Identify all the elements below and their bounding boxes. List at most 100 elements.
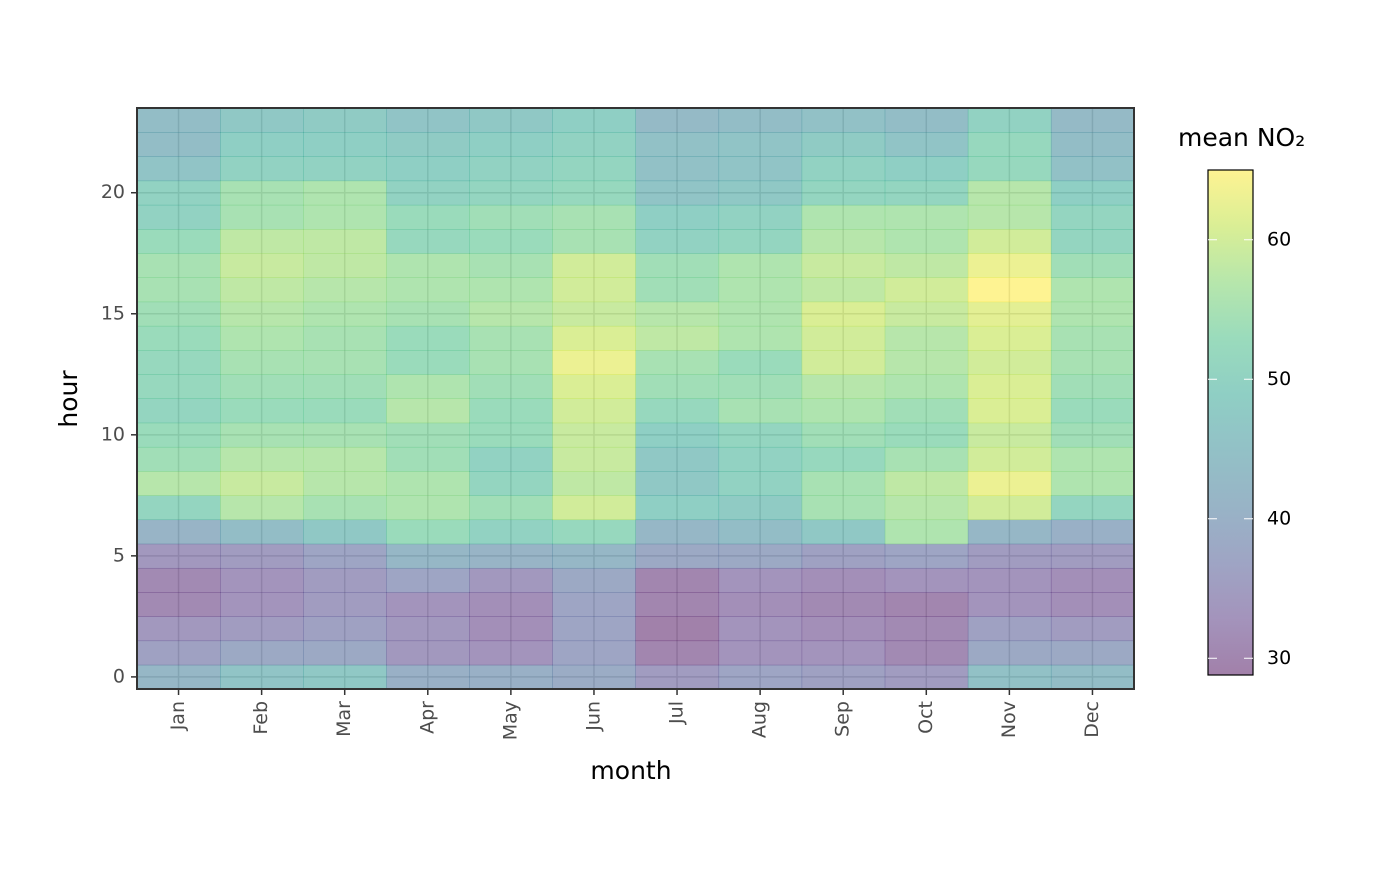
heat-cell bbox=[303, 229, 387, 254]
heat-cell bbox=[718, 108, 803, 133]
heat-cell bbox=[718, 350, 803, 375]
heat-cell bbox=[386, 277, 470, 303]
heat-cell bbox=[303, 156, 387, 182]
heat-cell bbox=[386, 446, 470, 472]
heat-cell bbox=[137, 204, 221, 230]
heat-cell bbox=[718, 422, 803, 448]
heat-cell bbox=[469, 422, 553, 448]
heat-cell bbox=[386, 519, 470, 545]
heat-cell bbox=[635, 204, 720, 230]
heat-cell bbox=[552, 422, 636, 448]
heat-cell bbox=[303, 592, 387, 617]
heat-cell bbox=[801, 229, 886, 254]
heat-cell bbox=[303, 277, 387, 303]
heat-cell bbox=[303, 398, 387, 424]
heat-cell bbox=[718, 567, 803, 593]
heat-cell bbox=[220, 543, 304, 569]
heat-cell bbox=[386, 616, 470, 642]
x-tick-label: Mar bbox=[333, 701, 355, 737]
heat-cell bbox=[303, 132, 387, 157]
x-tick-label: Jul bbox=[666, 701, 688, 725]
heat-cell bbox=[303, 374, 387, 399]
heat-cell bbox=[967, 543, 1052, 569]
heat-cell bbox=[137, 471, 221, 496]
heat-cell bbox=[552, 301, 636, 327]
heat-cell bbox=[469, 350, 553, 375]
heat-cell bbox=[635, 229, 720, 254]
heat-cell bbox=[469, 543, 553, 569]
heat-cell bbox=[884, 301, 969, 327]
heat-cell bbox=[967, 567, 1052, 593]
heat-cell bbox=[303, 495, 387, 521]
heat-cell bbox=[884, 398, 969, 424]
heat-cell bbox=[220, 132, 304, 157]
x-tick-label: Dec bbox=[1081, 701, 1103, 738]
heat-cell bbox=[718, 156, 803, 182]
x-tick-label: Jun bbox=[582, 701, 604, 732]
heat-cell bbox=[718, 616, 803, 642]
heat-cell bbox=[469, 398, 553, 424]
heat-cell bbox=[884, 374, 969, 399]
heat-cell bbox=[386, 253, 470, 278]
heat-cell bbox=[884, 108, 969, 133]
heat-cell bbox=[220, 180, 304, 206]
heat-cell bbox=[386, 664, 470, 690]
heat-cell bbox=[884, 640, 969, 666]
heat-cell bbox=[469, 664, 553, 690]
heat-cell bbox=[1050, 519, 1135, 545]
heat-cell bbox=[1050, 374, 1135, 399]
x-tick-label: Oct bbox=[915, 701, 937, 734]
heat-cell bbox=[801, 374, 886, 399]
heat-cell bbox=[635, 471, 720, 496]
heat-cell bbox=[718, 204, 803, 230]
heat-cell bbox=[884, 495, 969, 521]
heat-cell bbox=[552, 108, 636, 133]
heat-cell bbox=[137, 325, 221, 351]
heat-cell bbox=[303, 446, 387, 472]
heat-cell bbox=[552, 616, 636, 642]
heat-cell bbox=[137, 180, 221, 206]
heat-cell bbox=[386, 640, 470, 666]
heat-cell bbox=[303, 253, 387, 278]
heat-cell bbox=[884, 229, 969, 254]
heat-cell bbox=[552, 640, 636, 666]
heat-cell bbox=[1050, 567, 1135, 593]
heat-cell bbox=[801, 567, 886, 593]
heat-cell bbox=[552, 495, 636, 521]
heat-cell bbox=[884, 592, 969, 617]
heat-cell bbox=[552, 471, 636, 496]
heat-cell bbox=[718, 640, 803, 666]
heat-cell bbox=[967, 592, 1052, 617]
heat-cell bbox=[220, 422, 304, 448]
heat-cell bbox=[884, 422, 969, 448]
heat-cell bbox=[386, 180, 470, 206]
heat-cell bbox=[137, 374, 221, 399]
heat-cell bbox=[220, 229, 304, 254]
heat-cell bbox=[967, 446, 1052, 472]
heat-cell bbox=[303, 301, 387, 327]
axes: 0 5 10 15 20 Jan Feb Mar Apr May Jun Jul Aug Sep Oct No… bbox=[101, 107, 1135, 740]
heat-cell bbox=[801, 519, 886, 545]
heat-cell bbox=[1050, 229, 1135, 254]
heat-cell bbox=[967, 156, 1052, 182]
heat-cell bbox=[801, 108, 886, 133]
heat-cell bbox=[386, 156, 470, 182]
panel-border bbox=[136, 107, 1135, 690]
colorbar-title: mean NO₂ bbox=[1178, 123, 1305, 152]
heat-cell bbox=[220, 664, 304, 690]
heat-cell bbox=[303, 325, 387, 351]
heat-cell bbox=[801, 301, 886, 327]
heat-cell bbox=[1050, 640, 1135, 666]
y-tick-label: 10 bbox=[101, 423, 125, 445]
heat-cell bbox=[220, 495, 304, 521]
heat-cell bbox=[137, 398, 221, 424]
heat-cell bbox=[635, 543, 720, 569]
heat-cell bbox=[303, 616, 387, 642]
heat-cell bbox=[220, 277, 304, 303]
heat-cell bbox=[137, 156, 221, 182]
heat-cell bbox=[801, 350, 886, 375]
heat-cell bbox=[635, 592, 720, 617]
heat-cell bbox=[635, 616, 720, 642]
heat-cell bbox=[303, 543, 387, 569]
